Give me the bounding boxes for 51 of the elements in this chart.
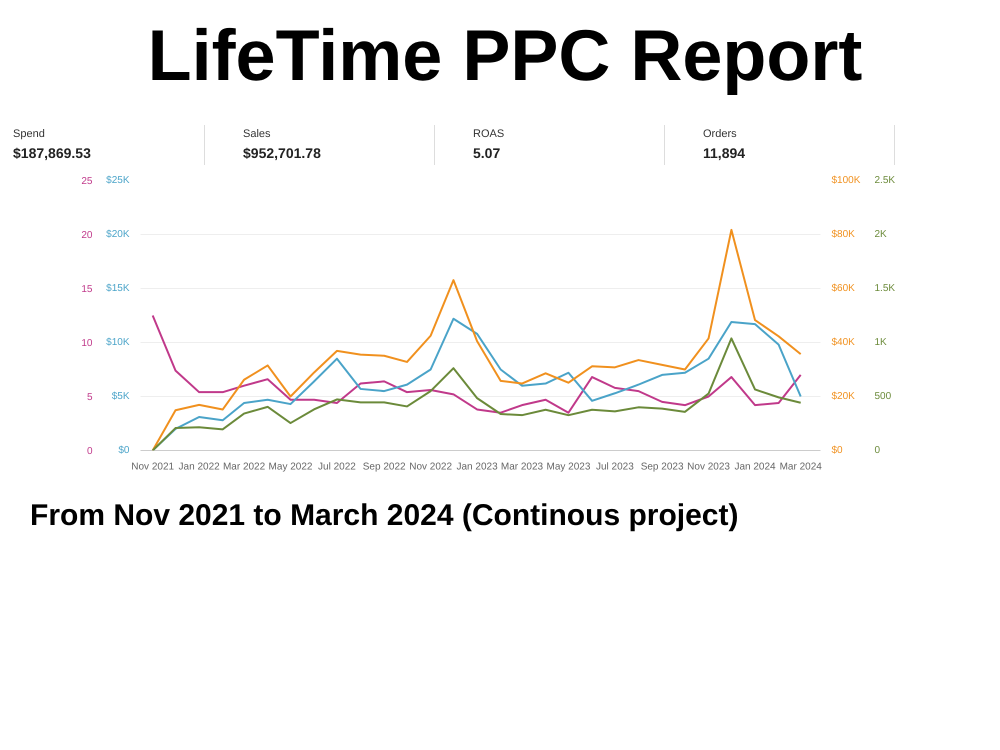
chart-title: LifeTime PPC Report [146, 15, 864, 98]
text: 11,894 [703, 144, 746, 163]
line-series [152, 314, 802, 414]
line-series [152, 228, 802, 450]
y2-tick-label: $0 [118, 445, 130, 456]
x-tick-label: Mar 2023 [500, 462, 544, 472]
text: ROAS [473, 127, 506, 142]
y2-tick-label: 2K [874, 229, 888, 240]
text: $952,701.78 [243, 144, 322, 163]
y-tick-label: $20K [832, 391, 856, 402]
x-tick-label: Nov 2023 [687, 462, 730, 472]
text: 5.07 [473, 144, 502, 163]
x-tick-label: Mar 2024 [780, 462, 822, 472]
y2-tick-label: 500 [874, 391, 892, 402]
x-tick-label: Sep 2023 [640, 462, 684, 472]
x-tick-label: May 2023 [546, 462, 591, 472]
y-tick-label: $80K [832, 229, 856, 240]
y-tick-label: 0 [86, 446, 93, 457]
x-tick-label: Jan 2022 [178, 462, 220, 472]
text: $187,869.53 [13, 144, 92, 163]
x-tick-label: Jan 2023 [456, 462, 498, 472]
x-tick-label: Sep 2022 [362, 462, 406, 472]
y2-tick-label: $25K [106, 175, 130, 186]
x-tick-label: May 2022 [268, 462, 313, 472]
y-tick-label: $40K [832, 337, 856, 348]
y2-tick-label: $10K [106, 337, 130, 348]
x-tick-label: Nov 2021 [131, 462, 175, 472]
y2-tick-label: $15K [106, 283, 130, 294]
y2-tick-label: $20K [106, 229, 130, 240]
y2-tick-label: 2.5K [874, 175, 896, 186]
y2-tick-label: 0 [874, 445, 880, 456]
x-tick-label: Jan 2024 [734, 462, 776, 472]
y-tick-label: $100K [832, 175, 861, 186]
y-tick-label: 20 [81, 230, 93, 241]
text: From Nov 2021 to March 2024 (Continous project) [29, 498, 738, 534]
x-tick-label: Mar 2022 [222, 462, 266, 472]
text: Sales [243, 127, 272, 142]
x-tick-label: Jul 2022 [318, 462, 356, 472]
y2-tick-label: $5K [112, 391, 130, 402]
x-tick-label: Jul 2023 [596, 462, 634, 472]
y-tick-label: $0 [832, 445, 844, 456]
y2-tick-label: 1.5K [874, 283, 896, 294]
y-tick-label: 15 [81, 284, 93, 295]
y-tick-label: 10 [81, 338, 93, 349]
y-tick-label: 5 [86, 392, 93, 403]
x-tick-label: Nov 2022 [409, 462, 452, 472]
text: Spend [13, 127, 46, 142]
y-tick-label: 25 [81, 176, 93, 187]
y2-tick-label: 1K [874, 337, 888, 348]
text: Orders [703, 127, 738, 142]
y-tick-label: $60K [832, 283, 856, 294]
